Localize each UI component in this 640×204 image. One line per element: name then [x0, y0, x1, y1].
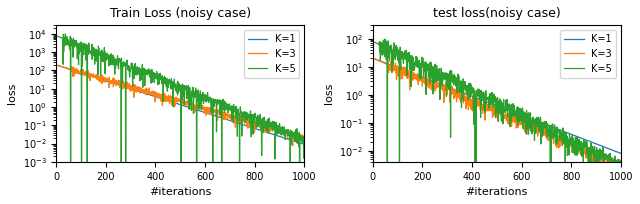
K=3: [617, 174, 625, 177]
Line: K=1: K=1: [373, 58, 621, 153]
K=5: [61, 33, 69, 35]
K=5: [540, 128, 547, 130]
K=3: [162, 94, 170, 97]
Line: K=3: K=3: [56, 65, 305, 146]
K=3: [223, 112, 230, 115]
K=3: [250, 124, 258, 126]
K=3: [52, 64, 60, 66]
K=3: [469, 97, 477, 99]
K=5: [223, 106, 231, 108]
K=3: [246, 121, 253, 124]
Line: K=3: K=3: [373, 58, 621, 176]
K=3: [478, 108, 486, 110]
K=5: [163, 82, 170, 85]
K=3: [153, 93, 161, 96]
K=3: [567, 141, 575, 144]
K=3: [78, 73, 86, 75]
K=1: [162, 99, 170, 101]
Legend: K=1, K=3, K=5: K=1, K=3, K=5: [560, 30, 616, 78]
Y-axis label: loss: loss: [324, 83, 333, 104]
K=1: [223, 118, 230, 121]
K=5: [154, 77, 161, 79]
K=5: [301, 135, 308, 137]
K=1: [78, 72, 86, 74]
K=3: [617, 164, 625, 167]
K=3: [301, 138, 308, 140]
Title: test loss(noisy case): test loss(noisy case): [433, 7, 561, 20]
K=5: [52, 34, 60, 37]
K=5: [470, 87, 477, 90]
K=3: [289, 145, 296, 147]
K=5: [567, 139, 575, 141]
K=1: [250, 127, 258, 130]
Line: K=5: K=5: [373, 39, 621, 204]
K=5: [563, 145, 570, 148]
K=5: [479, 92, 486, 95]
Title: Train Loss (noisy case): Train Loss (noisy case): [109, 7, 251, 20]
K=3: [394, 69, 402, 71]
K=5: [246, 114, 254, 116]
K=3: [369, 57, 377, 59]
K=5: [395, 55, 403, 58]
K=1: [469, 95, 477, 98]
X-axis label: #iterations: #iterations: [149, 187, 211, 197]
K=5: [251, 115, 259, 118]
Line: K=1: K=1: [56, 65, 305, 144]
Line: K=5: K=5: [56, 34, 305, 198]
K=1: [52, 64, 60, 66]
K=1: [563, 131, 570, 134]
K=3: [563, 146, 570, 149]
K=5: [617, 167, 625, 170]
K=1: [369, 57, 377, 59]
K=1: [478, 99, 486, 101]
Legend: K=1, K=3, K=5: K=1, K=3, K=5: [244, 30, 300, 78]
X-axis label: #iterations: #iterations: [465, 187, 528, 197]
K=1: [617, 152, 625, 155]
Y-axis label: loss: loss: [7, 83, 17, 104]
K=1: [301, 143, 308, 146]
K=1: [540, 122, 547, 125]
K=5: [369, 40, 377, 43]
K=1: [246, 126, 253, 128]
K=3: [540, 132, 547, 134]
K=1: [394, 67, 402, 69]
K=5: [67, 197, 74, 200]
K=5: [381, 38, 389, 40]
K=1: [153, 96, 161, 98]
K=1: [567, 133, 575, 135]
K=5: [79, 65, 86, 67]
